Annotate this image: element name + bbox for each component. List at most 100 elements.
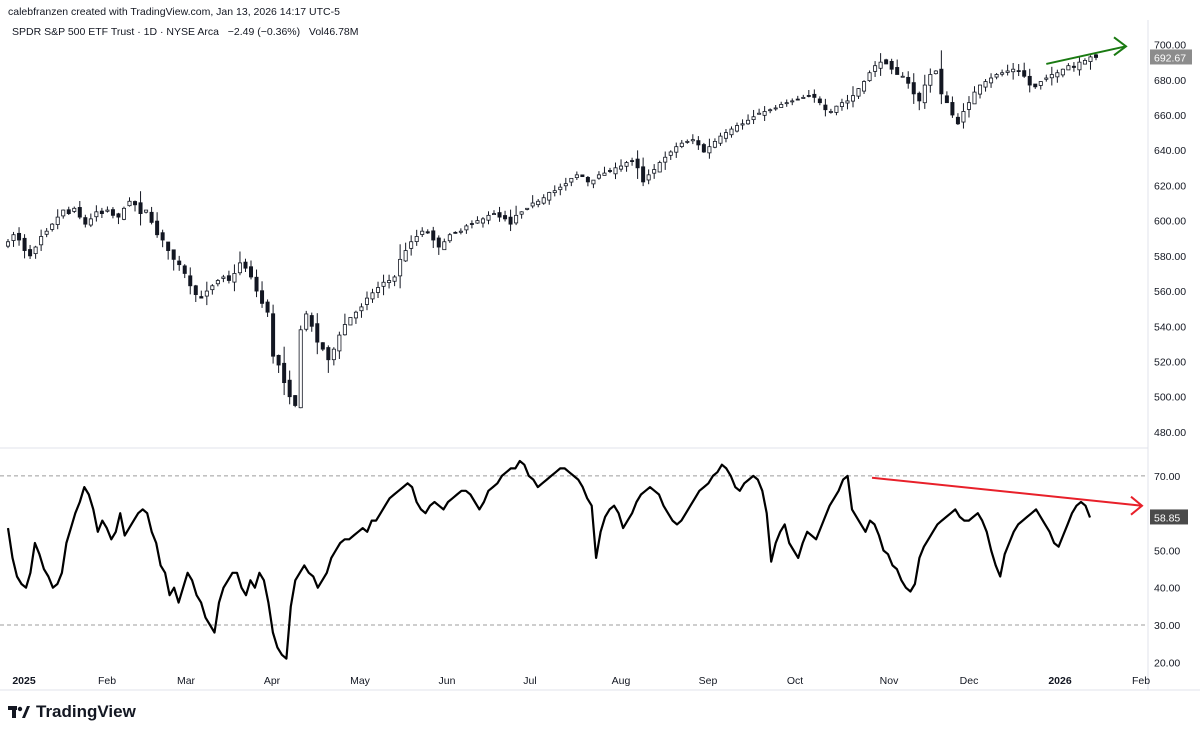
candle [801, 94, 806, 99]
candle-body [779, 104, 784, 108]
candle-body [519, 211, 524, 215]
chart-credit: calebfranzen created with TradingView.co… [8, 6, 340, 18]
candle [237, 251, 242, 276]
candle-body [889, 60, 894, 70]
candle-body [486, 214, 491, 221]
candle-body [215, 280, 220, 285]
candle-body [569, 177, 574, 183]
rsi-pane[interactable] [0, 459, 1148, 660]
candle-body [845, 100, 850, 104]
candle-body [602, 172, 607, 176]
candle-body [387, 280, 392, 283]
candle-body [11, 234, 16, 241]
candle-body [856, 88, 861, 97]
candle [928, 68, 933, 93]
candle [1082, 58, 1087, 65]
candle-body [249, 266, 254, 278]
price-tick-label: 500.00 [1154, 392, 1186, 404]
candle-body [884, 59, 889, 65]
candle-body [525, 207, 530, 210]
candle [757, 108, 762, 115]
candle [116, 212, 121, 225]
rsi-tick-label: 20.00 [1154, 657, 1180, 669]
candle [806, 89, 811, 98]
candle [271, 304, 276, 364]
candle [88, 213, 93, 228]
candle-body [790, 100, 795, 103]
candle [823, 98, 828, 117]
candle [812, 89, 817, 103]
candle [552, 185, 557, 197]
candle-body [453, 231, 458, 234]
candle-body [304, 313, 309, 330]
candle [6, 239, 11, 249]
candle-body [596, 174, 601, 179]
price-trendline-arrowhead [1113, 36, 1128, 57]
candle [431, 226, 436, 249]
candle-body [530, 202, 535, 207]
candle [735, 122, 740, 133]
candle [508, 209, 513, 232]
candle-body [492, 213, 497, 215]
candle [663, 151, 668, 170]
candle [850, 86, 855, 108]
candle [1038, 81, 1043, 90]
candle [193, 284, 198, 302]
candle-body [381, 281, 386, 287]
candle-body [182, 265, 187, 274]
candle [834, 105, 839, 116]
candle-body [541, 197, 546, 204]
candle-body [55, 216, 60, 225]
candle [44, 228, 49, 238]
candle [497, 206, 502, 222]
symbol-title[interactable]: SPDR S&P 500 ETF Trust · 1D · NYSE Arca [12, 26, 219, 38]
axes: 700.00 680.00 660.00 640.00 620.00 600.00 580.… [0, 20, 1200, 691]
candle [403, 242, 408, 262]
candle [817, 96, 822, 106]
candle [254, 269, 259, 298]
candle [646, 169, 651, 185]
candle-body [679, 142, 684, 147]
candle [541, 194, 546, 205]
candle [409, 235, 414, 256]
candle-body [497, 212, 502, 218]
candle [1033, 83, 1038, 89]
candle [155, 212, 160, 238]
symbol-legend[interactable]: SPDR S&P 500 ETF Trust · 1D · NYSE Arca … [12, 26, 359, 38]
candle [364, 291, 369, 311]
candle-body [1066, 65, 1071, 71]
candle-body [210, 285, 215, 291]
candle-body [464, 225, 469, 231]
candle-body [77, 207, 82, 218]
candle [188, 267, 193, 295]
candle-body [1016, 70, 1021, 72]
candle [199, 290, 204, 299]
candle-body [398, 258, 403, 277]
time-axis-label: 2026 [1048, 675, 1072, 687]
candle [398, 244, 403, 289]
candle-body [364, 297, 369, 305]
time-axis-label: Feb [98, 675, 116, 687]
candle-body [735, 125, 740, 132]
price-pane[interactable] [6, 36, 1128, 409]
candle-body [420, 230, 425, 235]
candle-body [315, 323, 320, 343]
candle [718, 132, 723, 146]
candle-body [237, 262, 242, 274]
candle-body [939, 68, 944, 95]
candle [464, 224, 469, 234]
candle [966, 96, 971, 118]
candle-body [166, 241, 171, 251]
candle [442, 238, 447, 251]
candle [547, 191, 552, 205]
candle-body [740, 123, 745, 126]
candle [182, 264, 187, 279]
time-axis-label: Dec [960, 675, 979, 687]
candle-body [917, 92, 922, 102]
candle-body [1060, 68, 1065, 76]
candle-body [260, 290, 265, 304]
candle-body [784, 102, 789, 105]
candle [679, 139, 684, 149]
candle [492, 210, 497, 215]
